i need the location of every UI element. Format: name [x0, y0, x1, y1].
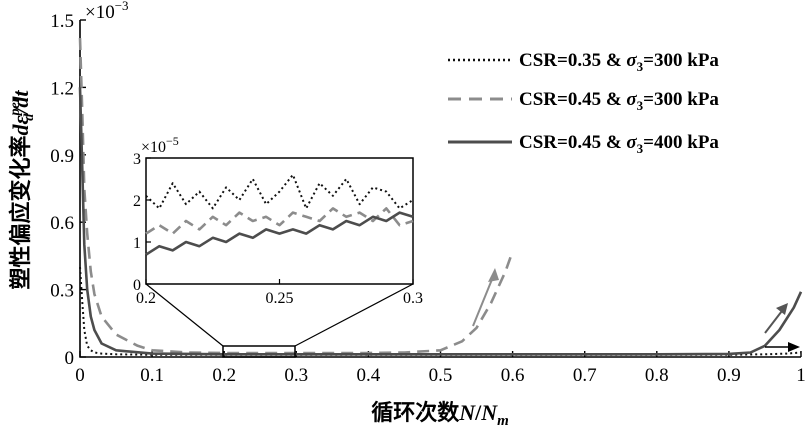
inset-series-3-line	[145, 211, 414, 256]
inset-series-layer	[145, 173, 414, 256]
inset-x-tick-label: 0.3	[403, 290, 423, 307]
legend-label-1: CSR=0.35 & σ3=300 kPa	[519, 50, 719, 74]
y-tick-label: 0.9	[50, 146, 74, 167]
x-tick-label: 0	[75, 365, 85, 386]
y-tick-label: 0.3	[50, 281, 74, 302]
zoom-connector-left	[145, 283, 224, 347]
x-tick-label: 0.8	[645, 365, 669, 386]
x-axis-title: 循环次数N/Nm	[371, 400, 509, 429]
y-tick-label: 1.5	[50, 11, 74, 32]
legend: CSR=0.35 & σ3=300 kPa CSR=0.45 & σ3=300 k…	[448, 50, 719, 156]
inset-x-axis-ticks: 0.2 0.25 0.3	[136, 279, 423, 307]
x-tick-label: 0.6	[501, 365, 525, 386]
x-tick-label: 0.1	[140, 365, 164, 386]
inset-y-axis-ticks: 0 1 2 3	[133, 151, 151, 294]
series-2-line	[78, 37, 514, 355]
y-axis-title: 塑性偏应变化率dεperd/dt	[8, 90, 37, 290]
trend-arrowhead-solid	[776, 303, 788, 315]
y-tick-label: 1.2	[50, 78, 74, 99]
zoom-box	[222, 345, 296, 358]
trend-arrows	[472, 268, 800, 352]
zoom-indicator	[145, 283, 414, 358]
x-axis-ticks: 0 0.1 0.2 0.3 0.4 0.5 0.6 0.7 0.8 0.9 1	[75, 351, 806, 386]
inset-y-tick-label: 0	[133, 277, 141, 294]
x-tick-label: 0.3	[284, 365, 308, 386]
inset-chart: 0.2 0.25 0.3 0 1 2 3 ×10−5	[133, 134, 423, 307]
inset-series-2-line	[145, 207, 414, 235]
series-3-line	[78, 87, 803, 356]
axis-end-arrowhead	[788, 342, 800, 352]
inset-y-tick-label: 3	[133, 151, 141, 168]
x-tick-label: 0.7	[573, 365, 597, 386]
x-tick-label: 1	[796, 365, 806, 386]
inset-x-tick-label: 0.2	[136, 290, 156, 307]
x-tick-label: 0.4	[357, 365, 381, 386]
y-tick-label: 0.6	[50, 213, 74, 234]
zoom-connector-right	[294, 283, 414, 347]
y-axis-ticks: 0 0.3 0.6 0.9 1.2 1.5	[50, 11, 86, 369]
x-tick-label: 0.5	[429, 365, 453, 386]
main-axes: 0 0.1 0.2 0.3 0.4 0.5 0.6 0.7 0.8 0.9 1 0 0.3 0.6 0.9…	[8, 0, 806, 429]
inset-y-multiplier: ×10−5	[141, 134, 179, 156]
inset-y-tick-label: 1	[133, 235, 141, 252]
x-tick-label: 0.9	[717, 365, 741, 386]
y-tick-label: 0	[65, 348, 75, 369]
inset-y-tick-label: 2	[133, 193, 141, 210]
legend-label-3: CSR=0.45 & σ3=400 kPa	[519, 132, 719, 156]
y-axis-multiplier: ×10−3	[85, 0, 129, 23]
trend-arrowhead-dashed	[488, 268, 499, 282]
legend-label-2: CSR=0.45 & σ3=300 kPa	[519, 89, 719, 113]
x-tick-label: 0.2	[212, 365, 236, 386]
inset-series-1-line	[145, 173, 414, 210]
inset-x-tick-label: 0.25	[266, 290, 294, 307]
series-layer	[78, 37, 803, 356]
